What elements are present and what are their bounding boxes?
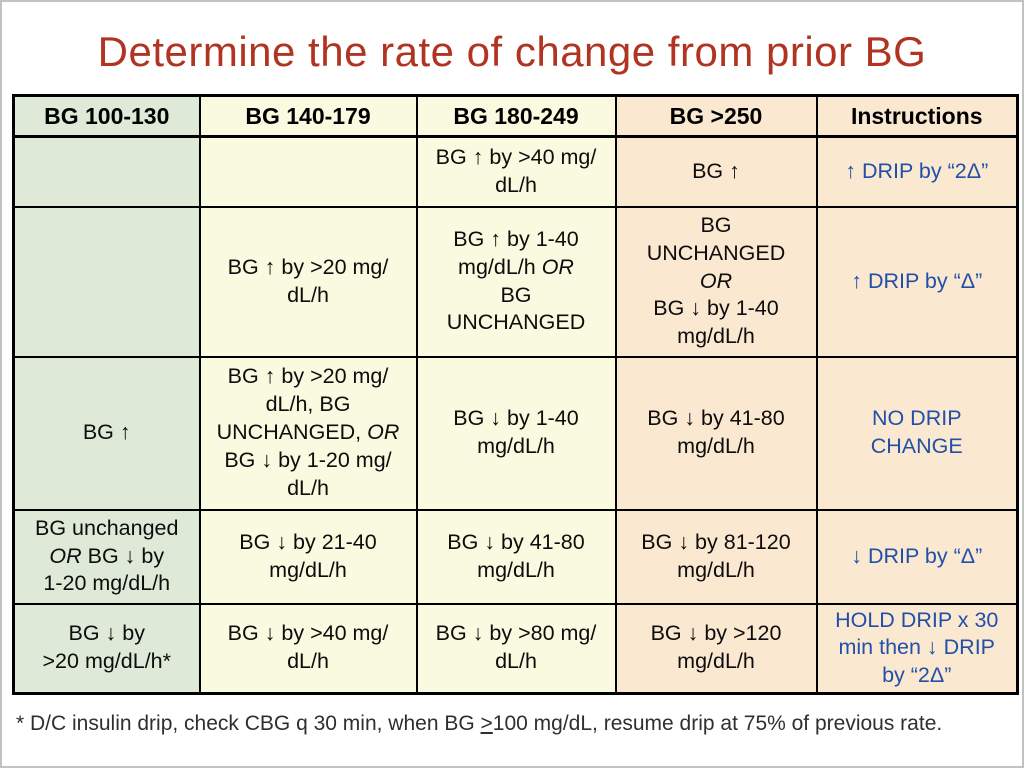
table-cell: [12, 205, 201, 358]
cell-text: BG: [500, 282, 532, 307]
cell-text: UNCHANGED: [446, 310, 586, 335]
cell-text: BG ↓ by 1-40: [653, 296, 779, 321]
cell-text: BG ↑ by >20 mg/: [227, 254, 389, 279]
instruction-cell: ↑ DRIP by “2Δ”: [815, 135, 1019, 208]
header-row: BG 100-130 BG 140-179 BG 180-249 BG >250 Ins…: [12, 94, 1019, 138]
slide-title: Determine the rate of change from prior …: [97, 28, 927, 75]
instruction-cell: ↑ DRIP by “Δ”: [815, 205, 1019, 358]
table-cell: BG ↑ by >40 mg/dL/h: [415, 135, 617, 208]
cell-text: BG ↓ by 41-80: [447, 529, 585, 554]
cell-text: BG ↓ by >120: [650, 621, 782, 646]
cell-text: BG ↑: [82, 420, 131, 445]
cell-text: NO DRIP: [871, 406, 962, 431]
cell-text: BG ↓ by 21-40: [239, 529, 377, 554]
cell-text: BG ↓ by: [81, 543, 165, 568]
table-cell: BG ↑: [12, 355, 201, 511]
cell-text: dL/h, BG: [265, 392, 351, 417]
cell-text: 1-20 mg/dL/h: [43, 571, 171, 596]
table-cell: [12, 135, 201, 208]
table-cell: BG UNCHANGED OR BG ↓ by 1-40 mg/dL/h: [614, 205, 818, 358]
table-cell: BG ↓ by >120 mg/dL/h: [614, 602, 818, 695]
cell-text: OR: [699, 268, 733, 293]
cell-text: ↓ DRIP by “Δ”: [851, 543, 983, 568]
cell-text: OR: [49, 543, 82, 568]
table-row: BG ↑ by >40 mg/dL/h BG ↑ ↑ DRIP by “2Δ”: [12, 135, 1019, 208]
cell-text: ↑ DRIP by “Δ”: [851, 268, 983, 293]
cell-text: BG ↑ by 1-40: [453, 226, 579, 251]
bg-rate-of-change-table: BG 100-130 BG 140-179 BG 180-249 BG >250 Ins…: [12, 94, 1019, 696]
table-cell: [198, 135, 418, 208]
column-header: BG >250: [614, 94, 818, 138]
instruction-cell: NO DRIP CHANGE: [815, 355, 1019, 511]
table-cell: BG ↑: [614, 135, 818, 208]
cell-text: BG ↓ by 81-120: [641, 529, 791, 554]
cell-text: mg/dL/h: [677, 557, 755, 582]
cell-text: BG ↓ by 1-20 mg/: [224, 447, 392, 472]
cell-text: mg/dL/h: [477, 434, 555, 458]
cell-text: OR: [367, 420, 400, 445]
table-cell: BG ↑ by 1-40 mg/dL/h OR BG UNCHANGED: [415, 205, 617, 358]
table-row: BG ↑ BG ↑ by >20 mg/dL/h, BG UNCHANGED, OR…: [12, 355, 1019, 511]
column-header: Instructions: [815, 94, 1019, 138]
column-header: BG 140-179: [198, 94, 418, 138]
footnote-suffix: 100 mg/dL, resume drip at 75% of previou…: [492, 712, 943, 735]
cell-text: OR: [541, 254, 574, 279]
table-cell: BG ↓ by 1-40 mg/dL/h: [415, 355, 617, 511]
table-cell: BG ↓ by 21-40 mg/dL/h: [198, 508, 418, 605]
cell-text: BG ↑: [692, 158, 740, 183]
cell-text: BG: [700, 212, 732, 237]
cell-text: mg/dL/h: [269, 557, 347, 582]
cell-text: dL/h: [287, 282, 329, 307]
table-row: BG ↓ by >20 mg/dL/h* BG ↓ by >40 mg/dL/h BG…: [12, 602, 1019, 695]
cell-text: mg/dL/h: [677, 324, 755, 349]
table-row: BG unchanged OR BG ↓ by 1-20 mg/dL/h BG ↓ b…: [12, 508, 1019, 605]
table-cell: BG ↓ by >80 mg/dL/h: [415, 602, 617, 695]
table-cell: BG ↑ by >20 mg/dL/h, BG UNCHANGED, OR BG ↓…: [198, 355, 418, 511]
table-cell: BG unchanged OR BG ↓ by 1-20 mg/dL/h: [12, 508, 201, 605]
table-cell: BG ↓ by >20 mg/dL/h*: [12, 602, 201, 695]
cell-text: dL/h: [495, 649, 537, 674]
table-cell: BG ↓ by 41-80 mg/dL/h: [614, 355, 818, 511]
instruction-cell: ↓ DRIP by “Δ”: [815, 508, 1019, 605]
greater-equal-symbol: >: [480, 712, 493, 735]
footnote: * D/C insulin drip, check CBG q 30 min, …: [16, 712, 1012, 736]
cell-text: mg/dL/h: [677, 434, 755, 458]
cell-text: min then ↓ DRIP: [838, 635, 996, 660]
instruction-cell: HOLD DRIP x 30 min then ↓ DRIP by “2Δ”: [815, 602, 1019, 695]
cell-text: ↑ DRIP by “2Δ”: [845, 158, 989, 183]
cell-text: BG ↓ by 1-40: [453, 406, 579, 431]
cell-text: dL/h: [287, 649, 329, 674]
column-header: BG 180-249: [415, 94, 617, 138]
table-cell: BG ↓ by 41-80 mg/dL/h: [415, 508, 617, 605]
cell-text: UNCHANGED: [646, 240, 786, 265]
cell-text: UNCHANGED,: [216, 420, 368, 445]
table-cell: BG ↑ by >20 mg/dL/h: [198, 205, 418, 358]
cell-text: by “2Δ”: [882, 663, 952, 688]
cell-text: BG ↓ by >80 mg/: [435, 621, 597, 646]
table-cell: BG ↓ by >40 mg/dL/h: [198, 602, 418, 695]
cell-text: BG ↓ by: [68, 621, 145, 646]
cell-text: >20 mg/dL/h*: [42, 649, 172, 674]
table-head: BG 100-130 BG 140-179 BG 180-249 BG >250 Ins…: [12, 94, 1019, 138]
column-header: BG 100-130: [12, 94, 201, 138]
cell-text: BG ↑ by >40 mg/: [435, 144, 597, 169]
cell-text: BG unchanged: [35, 515, 179, 540]
cell-text: mg/dL/h: [477, 557, 555, 582]
cell-text: mg/dL/h: [458, 254, 542, 279]
table-cell: BG ↓ by 81-120 mg/dL/h: [614, 508, 818, 605]
cell-text: dL/h: [495, 172, 537, 197]
footnote-prefix: * D/C insulin drip, check CBG q 30 min, …: [16, 712, 481, 735]
table-row: BG ↑ by >20 mg/dL/h BG ↑ by 1-40 mg/dL/h O…: [12, 205, 1019, 358]
cell-text: BG ↑ by >20 mg/: [227, 364, 389, 389]
cell-text: mg/dL/h: [677, 649, 755, 674]
cell-text: HOLD DRIP x 30: [835, 607, 999, 632]
cell-text: CHANGE: [870, 434, 963, 458]
cell-text: BG ↓ by >40 mg/: [227, 621, 389, 646]
table-body: BG ↑ by >40 mg/dL/h BG ↑ ↑ DRIP by “2Δ” BG …: [12, 135, 1019, 695]
cell-text: BG ↓ by 41-80: [647, 406, 785, 431]
cell-text: dL/h: [287, 475, 329, 500]
